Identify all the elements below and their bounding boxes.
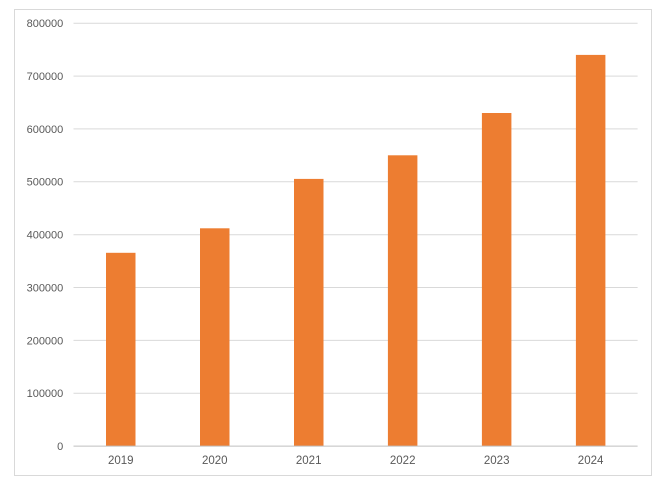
svg-text:800000: 800000 [27,18,64,30]
svg-text:2019: 2019 [108,455,134,467]
svg-text:300000: 300000 [27,282,64,294]
svg-text:600000: 600000 [27,124,64,136]
svg-text:400000: 400000 [27,230,64,242]
svg-text:2023: 2023 [484,455,510,467]
svg-text:700000: 700000 [27,71,64,83]
svg-text:500000: 500000 [27,177,64,189]
svg-text:200000: 200000 [27,335,64,347]
svg-text:2021: 2021 [296,455,322,467]
svg-text:2022: 2022 [390,455,416,467]
svg-text:100000: 100000 [27,388,64,400]
svg-text:2020: 2020 [202,455,228,467]
svg-text:0: 0 [57,441,63,453]
svg-text:2024: 2024 [578,455,604,467]
